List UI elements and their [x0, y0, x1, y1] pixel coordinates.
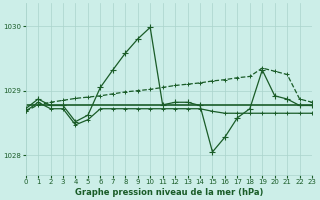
- X-axis label: Graphe pression niveau de la mer (hPa): Graphe pression niveau de la mer (hPa): [75, 188, 263, 197]
